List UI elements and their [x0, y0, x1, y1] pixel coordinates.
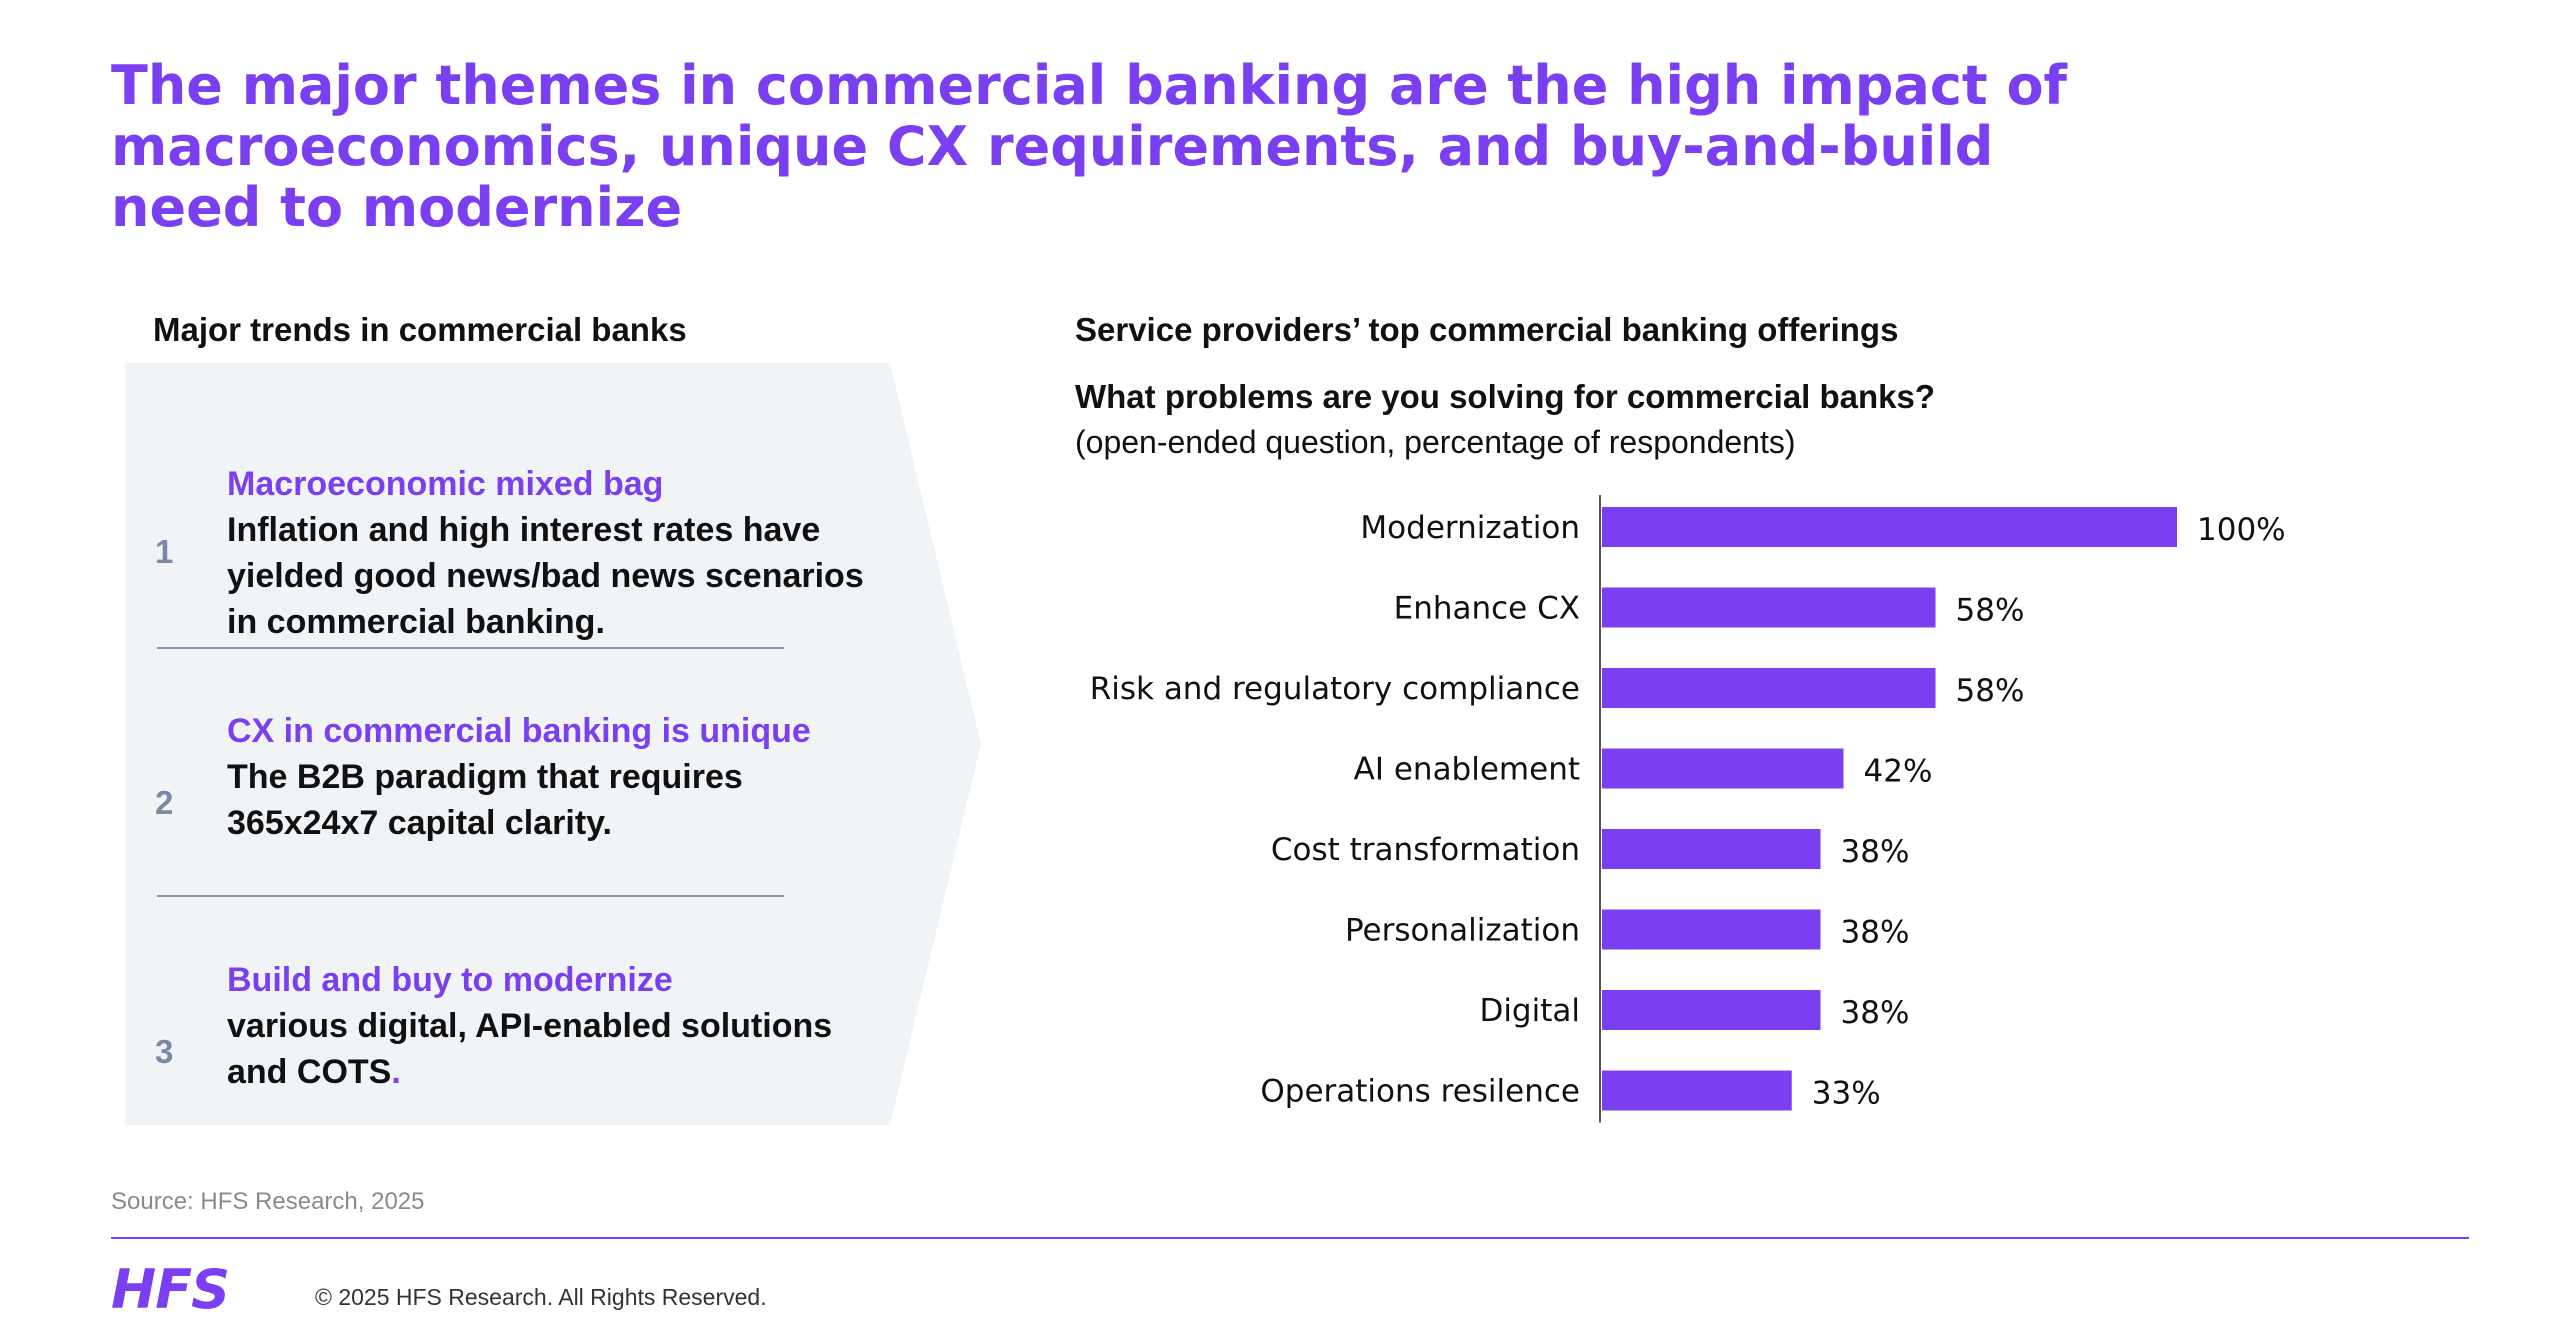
- trend-highlight: Build and buy to modernize: [227, 961, 673, 999]
- footer-divider: [111, 1237, 2469, 1239]
- left-section-heading: Major trends in commercial banks: [153, 311, 687, 348]
- data-label: 38%: [1841, 915, 1910, 951]
- data-label: 38%: [1841, 834, 1910, 870]
- bar: [1602, 587, 1936, 628]
- category-label: AI enablement: [1354, 752, 1580, 788]
- trend-text: various digital, API-enabled solutions a…: [227, 1007, 833, 1091]
- source-note: Source: HFS Research, 2025: [111, 1188, 425, 1215]
- trend-number: 3: [155, 1033, 174, 1070]
- title-line-2: macroeconomics, unique CX requirements, …: [111, 115, 1994, 178]
- category-label: Personalization: [1345, 913, 1580, 949]
- data-label: 58%: [1956, 593, 2025, 629]
- bar: [1602, 668, 1936, 708]
- trend-divider: [157, 895, 784, 897]
- trend-text: Inflation and high interest rates have y…: [227, 511, 864, 641]
- hfs-logo: HFS: [111, 1258, 230, 1321]
- chart-subtitle: (open-ended question, percentage of resp…: [1075, 424, 1796, 460]
- trend-body: Macroeconomic mixed bag Inflation and hi…: [227, 461, 867, 645]
- bar: [1602, 748, 1844, 789]
- copyright-text: © 2025 HFS Research. All Rights Reserved…: [315, 1284, 767, 1310]
- trend-divider: [157, 647, 784, 649]
- trend-trailing: .: [391, 1053, 401, 1091]
- bar: [1602, 909, 1821, 950]
- category-label: Cost transformation: [1271, 832, 1580, 868]
- trend-text: The B2B paradigm that requires 365x24x7 …: [227, 758, 743, 842]
- trend-number: 2: [155, 784, 174, 821]
- trends-panel: 1 Macroeconomic mixed bag Inflation and …: [125, 363, 981, 1125]
- data-label: 42%: [1864, 754, 1933, 790]
- data-label: 38%: [1841, 995, 1910, 1031]
- bar: [1602, 1070, 1792, 1111]
- title-line-3: need to modernize: [111, 176, 683, 239]
- right-section-heading: Service providers’ top commercial bankin…: [1075, 311, 1899, 348]
- trend-body: CX in commercial banking is unique The B…: [227, 708, 867, 846]
- trend-number: 1: [155, 533, 174, 570]
- trends-panel-background: [125, 363, 981, 1125]
- category-label: Risk and regulatory compliance: [1090, 671, 1580, 707]
- bar: [1602, 829, 1821, 869]
- category-label: Digital: [1479, 993, 1580, 1029]
- page-title: The major themes in commercial banking a…: [111, 55, 2491, 238]
- trend-body: Build and buy to modernize various digit…: [227, 957, 867, 1095]
- trend-highlight: CX in commercial banking is unique: [227, 712, 811, 750]
- bar: [1602, 990, 1821, 1030]
- trend-highlight: Macroeconomic mixed bag: [227, 465, 664, 503]
- category-label: Enhance CX: [1394, 591, 1580, 627]
- title-line-1: The major themes in commercial banking a…: [111, 54, 2068, 117]
- category-label: Operations resilence: [1260, 1074, 1580, 1110]
- chart-question: What problems are you solving for commer…: [1075, 378, 1936, 415]
- data-label: 58%: [1956, 673, 2025, 709]
- data-label: 33%: [1812, 1076, 1881, 1112]
- bar: [1602, 507, 2177, 547]
- bar-chart: Modernization 100% Enhance CX 58% Risk and r…: [1090, 495, 2286, 1123]
- category-label: Modernization: [1360, 510, 1580, 546]
- data-label: 100%: [2197, 512, 2286, 548]
